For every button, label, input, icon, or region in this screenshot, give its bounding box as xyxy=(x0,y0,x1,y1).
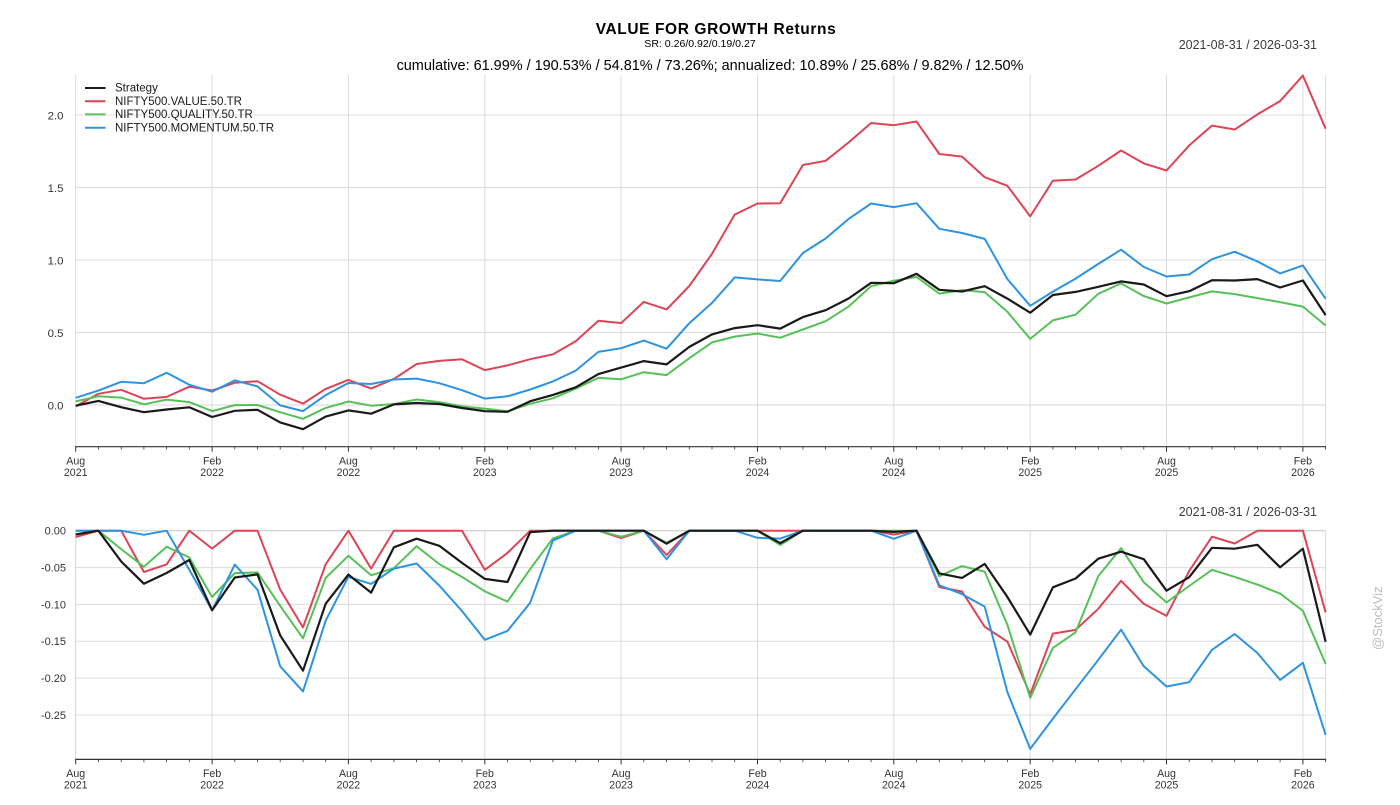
svg-text:2023: 2023 xyxy=(473,780,497,792)
svg-text:Aug: Aug xyxy=(1157,455,1176,467)
svg-text:Aug: Aug xyxy=(66,768,85,780)
svg-text:2024: 2024 xyxy=(746,467,770,479)
svg-text:Aug: Aug xyxy=(1157,768,1176,780)
svg-text:-0.20: -0.20 xyxy=(41,673,66,685)
svg-text:Aug: Aug xyxy=(339,768,358,780)
svg-text:NIFTY500.MOMENTUM.50.TR: NIFTY500.MOMENTUM.50.TR xyxy=(115,122,274,134)
svg-text:2025: 2025 xyxy=(1018,467,1042,479)
svg-text:Aug: Aug xyxy=(66,455,85,467)
svg-text:Aug: Aug xyxy=(884,455,903,467)
svg-text:Feb: Feb xyxy=(748,455,766,467)
svg-text:0.00: 0.00 xyxy=(45,526,66,538)
svg-text:2021-08-31 / 2026-03-31: 2021-08-31 / 2026-03-31 xyxy=(1179,38,1317,52)
svg-text:NIFTY500.VALUE.50.TR: NIFTY500.VALUE.50.TR xyxy=(115,96,242,108)
svg-text:Feb: Feb xyxy=(1021,768,1039,780)
svg-text:Aug: Aug xyxy=(339,455,358,467)
svg-text:2023: 2023 xyxy=(609,780,633,792)
svg-text:2022: 2022 xyxy=(337,780,361,792)
svg-text:2022: 2022 xyxy=(337,467,361,479)
svg-text:Feb: Feb xyxy=(476,455,494,467)
svg-text:Feb: Feb xyxy=(203,455,221,467)
svg-text:2021: 2021 xyxy=(64,467,88,479)
svg-text:2026: 2026 xyxy=(1291,467,1315,479)
svg-text:cumulative: 61.99% / 190.53% /: cumulative: 61.99% / 190.53% / 54.81% / … xyxy=(397,58,1024,74)
svg-text:Aug: Aug xyxy=(612,768,631,780)
svg-text:2025: 2025 xyxy=(1155,467,1179,479)
svg-text:2021: 2021 xyxy=(64,780,88,792)
svg-text:2022: 2022 xyxy=(200,467,224,479)
svg-text:-0.10: -0.10 xyxy=(41,599,66,611)
svg-text:2025: 2025 xyxy=(1155,780,1179,792)
svg-text:2024: 2024 xyxy=(882,780,906,792)
svg-text:2022: 2022 xyxy=(200,780,224,792)
svg-text:1.5: 1.5 xyxy=(48,183,64,195)
svg-text:Aug: Aug xyxy=(612,455,631,467)
svg-text:-0.05: -0.05 xyxy=(41,563,66,575)
svg-text:2023: 2023 xyxy=(473,467,497,479)
svg-text:2021-08-31 / 2026-03-31: 2021-08-31 / 2026-03-31 xyxy=(1179,505,1317,519)
svg-text:Feb: Feb xyxy=(476,768,494,780)
svg-text:2024: 2024 xyxy=(882,467,906,479)
svg-text:2.0: 2.0 xyxy=(48,110,64,122)
svg-text:2023: 2023 xyxy=(609,467,633,479)
svg-text:Feb: Feb xyxy=(748,768,766,780)
svg-text:Feb: Feb xyxy=(1021,455,1039,467)
svg-text:Strategy: Strategy xyxy=(115,83,158,95)
svg-text:-0.25: -0.25 xyxy=(41,710,66,722)
svg-text:Feb: Feb xyxy=(1294,768,1312,780)
svg-text:1.0: 1.0 xyxy=(48,255,64,267)
svg-text:-0.15: -0.15 xyxy=(41,636,66,648)
svg-text:SR: 0.26/0.92/0.19/0.27: SR: 0.26/0.92/0.19/0.27 xyxy=(644,38,756,50)
svg-text:0.0: 0.0 xyxy=(48,400,64,412)
svg-text:2026: 2026 xyxy=(1291,780,1315,792)
svg-text:2024: 2024 xyxy=(746,780,770,792)
svg-text:2025: 2025 xyxy=(1018,780,1042,792)
svg-text:NIFTY500.QUALITY.50.TR: NIFTY500.QUALITY.50.TR xyxy=(115,109,253,121)
svg-text:Aug: Aug xyxy=(884,768,903,780)
svg-text:Feb: Feb xyxy=(203,768,221,780)
svg-text:@StockViz: @StockViz xyxy=(1370,586,1385,650)
svg-text:Feb: Feb xyxy=(1294,455,1312,467)
svg-text:VALUE FOR GROWTH Returns: VALUE FOR GROWTH Returns xyxy=(596,21,837,38)
svg-text:0.5: 0.5 xyxy=(48,328,64,340)
